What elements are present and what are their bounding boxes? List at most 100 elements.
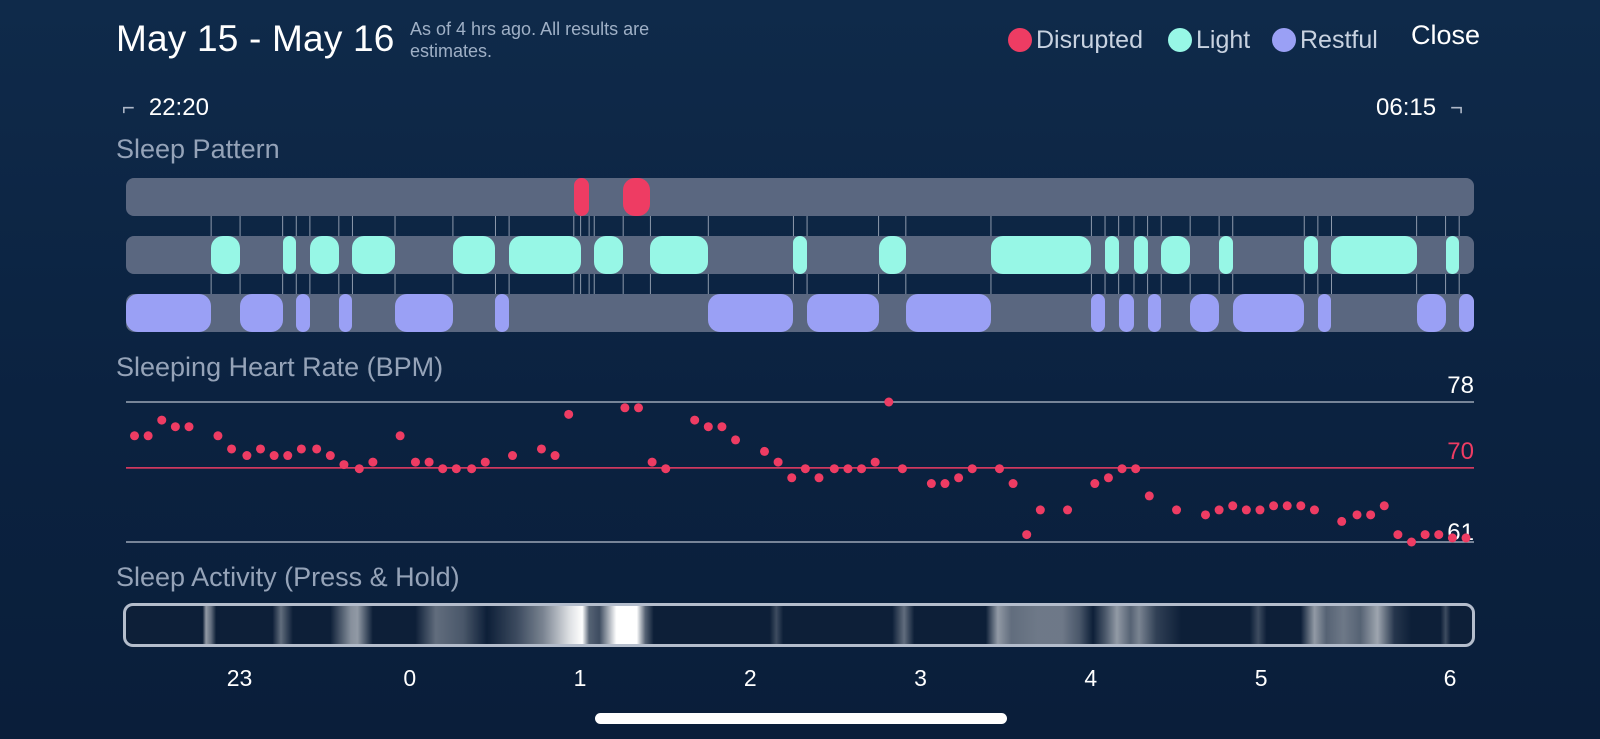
light-segment [1304, 236, 1318, 274]
heart-rate-point [227, 444, 237, 454]
heart-rate-point [325, 451, 335, 461]
light-segment [282, 236, 297, 274]
heart-rate-point [256, 444, 266, 454]
light-segment [793, 236, 808, 274]
x-tick-label: 23 [226, 665, 253, 691]
heart-rate-point [368, 457, 378, 467]
restful-segment [1147, 294, 1162, 332]
light-segment [594, 236, 624, 274]
heart-rate-point [703, 422, 713, 432]
heart-rate-point [467, 464, 477, 474]
heart-rate-point [1447, 533, 1457, 543]
legend-label: Disrupted [1036, 25, 1143, 54]
light-segment [650, 236, 709, 274]
heart-rate-point [1144, 491, 1154, 501]
light-segment [309, 236, 339, 274]
restful-track[interactable] [126, 294, 1474, 332]
heart-rate-point [1269, 501, 1279, 511]
disrupted-dot-icon [1008, 28, 1032, 52]
estimate-note: As of 4 hrs ago. All results are estimat… [410, 19, 650, 61]
activity-intensity-gradient [126, 606, 1472, 644]
heart-rate-point [550, 451, 560, 461]
light-segment [1445, 236, 1460, 274]
x-tick-label: 5 [1254, 665, 1268, 691]
x-tick-label: 1 [573, 665, 587, 691]
reference-label-70: 70 [1447, 438, 1474, 465]
restful-segment [296, 294, 310, 332]
light-segment [1105, 236, 1119, 274]
light-segment [211, 236, 241, 274]
heart-rate-point [994, 464, 1004, 474]
heart-rate-point [354, 464, 364, 474]
heart-rate-point [395, 431, 405, 441]
restful-segment [126, 294, 212, 332]
x-tick-label: 4 [1084, 665, 1098, 691]
heart-rate-point [339, 460, 349, 470]
heart-rate-point [759, 446, 769, 456]
date-range-title: May 15 - May 16 [116, 18, 395, 59]
heart-rate-point [312, 444, 322, 454]
light-dot-icon [1168, 28, 1192, 52]
restful-segment [708, 294, 794, 332]
heart-rate-point [1090, 479, 1100, 489]
legend-label: Light [1196, 25, 1251, 54]
restful-segment [240, 294, 283, 332]
legend-disrupted: Disrupted [1008, 22, 1143, 58]
heart-rate-point [1379, 501, 1389, 511]
heart-rate-point [926, 479, 936, 489]
heart-rate-point [897, 464, 907, 474]
light-segment [1331, 236, 1417, 274]
heart-rate-point [1008, 479, 1018, 489]
heart-rate-point [1022, 530, 1032, 540]
light-segment [1133, 236, 1148, 274]
heart-rate-point [1063, 505, 1073, 515]
heart-rate-point [1255, 505, 1265, 515]
heart-rate-point [1461, 533, 1471, 543]
heart-rate-point [1035, 505, 1045, 515]
disrupted-track[interactable] [126, 178, 1474, 216]
home-indicator[interactable] [595, 713, 1007, 724]
legend-label: Restful [1300, 25, 1378, 54]
sleep-pattern-heading: Sleep Pattern [116, 134, 280, 164]
restful-dot-icon [1272, 28, 1296, 52]
heart-rate-point [1420, 530, 1430, 540]
sleep-activity-bar[interactable] [123, 603, 1475, 647]
heart-rate-point [1214, 505, 1224, 515]
heart-rate-point [620, 403, 630, 413]
heart-rate-point [647, 457, 657, 467]
x-tick-label: 6 [1443, 665, 1457, 691]
heart-rate-point [1172, 505, 1182, 515]
heart-rate-point [954, 473, 964, 483]
restful-segment [1091, 294, 1106, 332]
heart-rate-point [508, 451, 518, 461]
legend-restful: Restful [1272, 22, 1378, 58]
end-time: 06:15 [1376, 94, 1437, 121]
heart-rate-point [800, 464, 810, 474]
x-tick-label: 3 [914, 665, 927, 691]
heart-rate-point [1366, 510, 1376, 520]
close-button[interactable]: Close [1411, 20, 1481, 50]
heart-rate-heading: Sleeping Heart Rate (BPM) [116, 352, 444, 382]
restful-segment [1459, 294, 1474, 332]
heart-rate-point [143, 431, 153, 441]
heart-rate-point [1352, 510, 1362, 520]
heart-rate-point [1131, 464, 1141, 474]
heart-rate-point [717, 422, 727, 432]
heart-rate-point [884, 397, 894, 407]
start-time: 22:20 [148, 94, 209, 121]
heart-rate-point [1200, 510, 1210, 520]
heart-rate-point [731, 435, 741, 445]
light-track[interactable] [126, 236, 1474, 274]
restful-segment [1118, 294, 1134, 332]
end-time-marker: 06:15 ¬ [1376, 94, 1463, 122]
restful-segment [495, 294, 510, 332]
heart-rate-point [814, 473, 824, 483]
heart-rate-point [564, 409, 574, 419]
heart-rate-point [424, 457, 434, 467]
heart-rate-point [438, 464, 448, 474]
heart-rate-point [213, 431, 223, 441]
disrupted-segment [573, 178, 590, 216]
heart-rate-point [1393, 530, 1403, 540]
sleep-activity-heading: Sleep Activity (Press & Hold) [116, 562, 460, 592]
